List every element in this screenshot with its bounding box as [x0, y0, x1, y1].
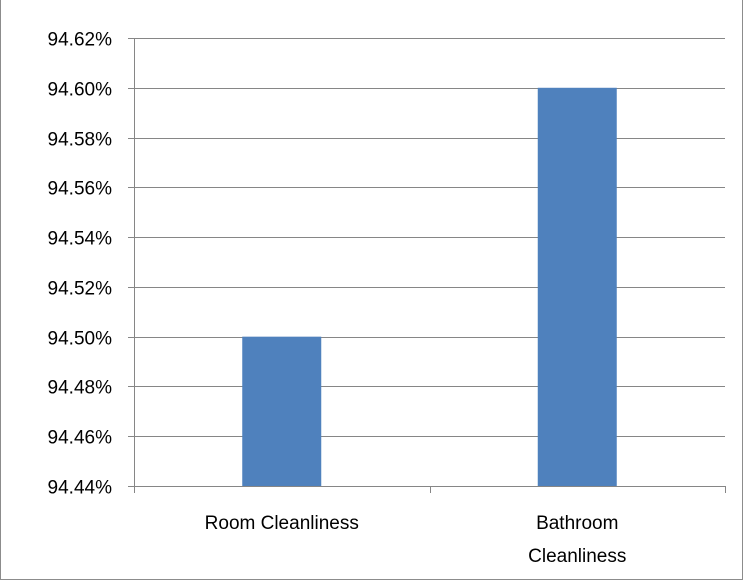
- x-category-label: Room Cleanliness: [205, 513, 359, 534]
- y-tick-label: 94.54%: [48, 229, 113, 250]
- bar: [538, 88, 617, 486]
- y-tick-label: 94.48%: [48, 378, 113, 399]
- y-tick-label: 94.46%: [48, 428, 113, 449]
- y-tick-label: 94.52%: [48, 279, 113, 300]
- bar: [242, 337, 321, 486]
- y-tick-label: 94.62%: [48, 30, 113, 51]
- y-tick-label: 94.58%: [48, 130, 113, 151]
- bars: [242, 88, 617, 486]
- y-tick-label: 94.44%: [48, 478, 113, 499]
- x-category-label: Cleanliness: [528, 546, 626, 567]
- x-category-label: Bathroom: [536, 513, 618, 534]
- y-tick-label: 94.50%: [48, 329, 113, 350]
- y-axis-ticks: 94.44% 94.46% 94.48% 94.50% 94.52% 94.54% 94.5…: [48, 30, 134, 499]
- gridlines: [134, 39, 725, 487]
- x-axis: [134, 38, 726, 493]
- x-axis-labels: Room Cleanliness Bathroom Cleanliness: [205, 513, 627, 567]
- y-tick-label: 94.56%: [48, 179, 113, 200]
- y-tick-label: 94.60%: [48, 80, 113, 101]
